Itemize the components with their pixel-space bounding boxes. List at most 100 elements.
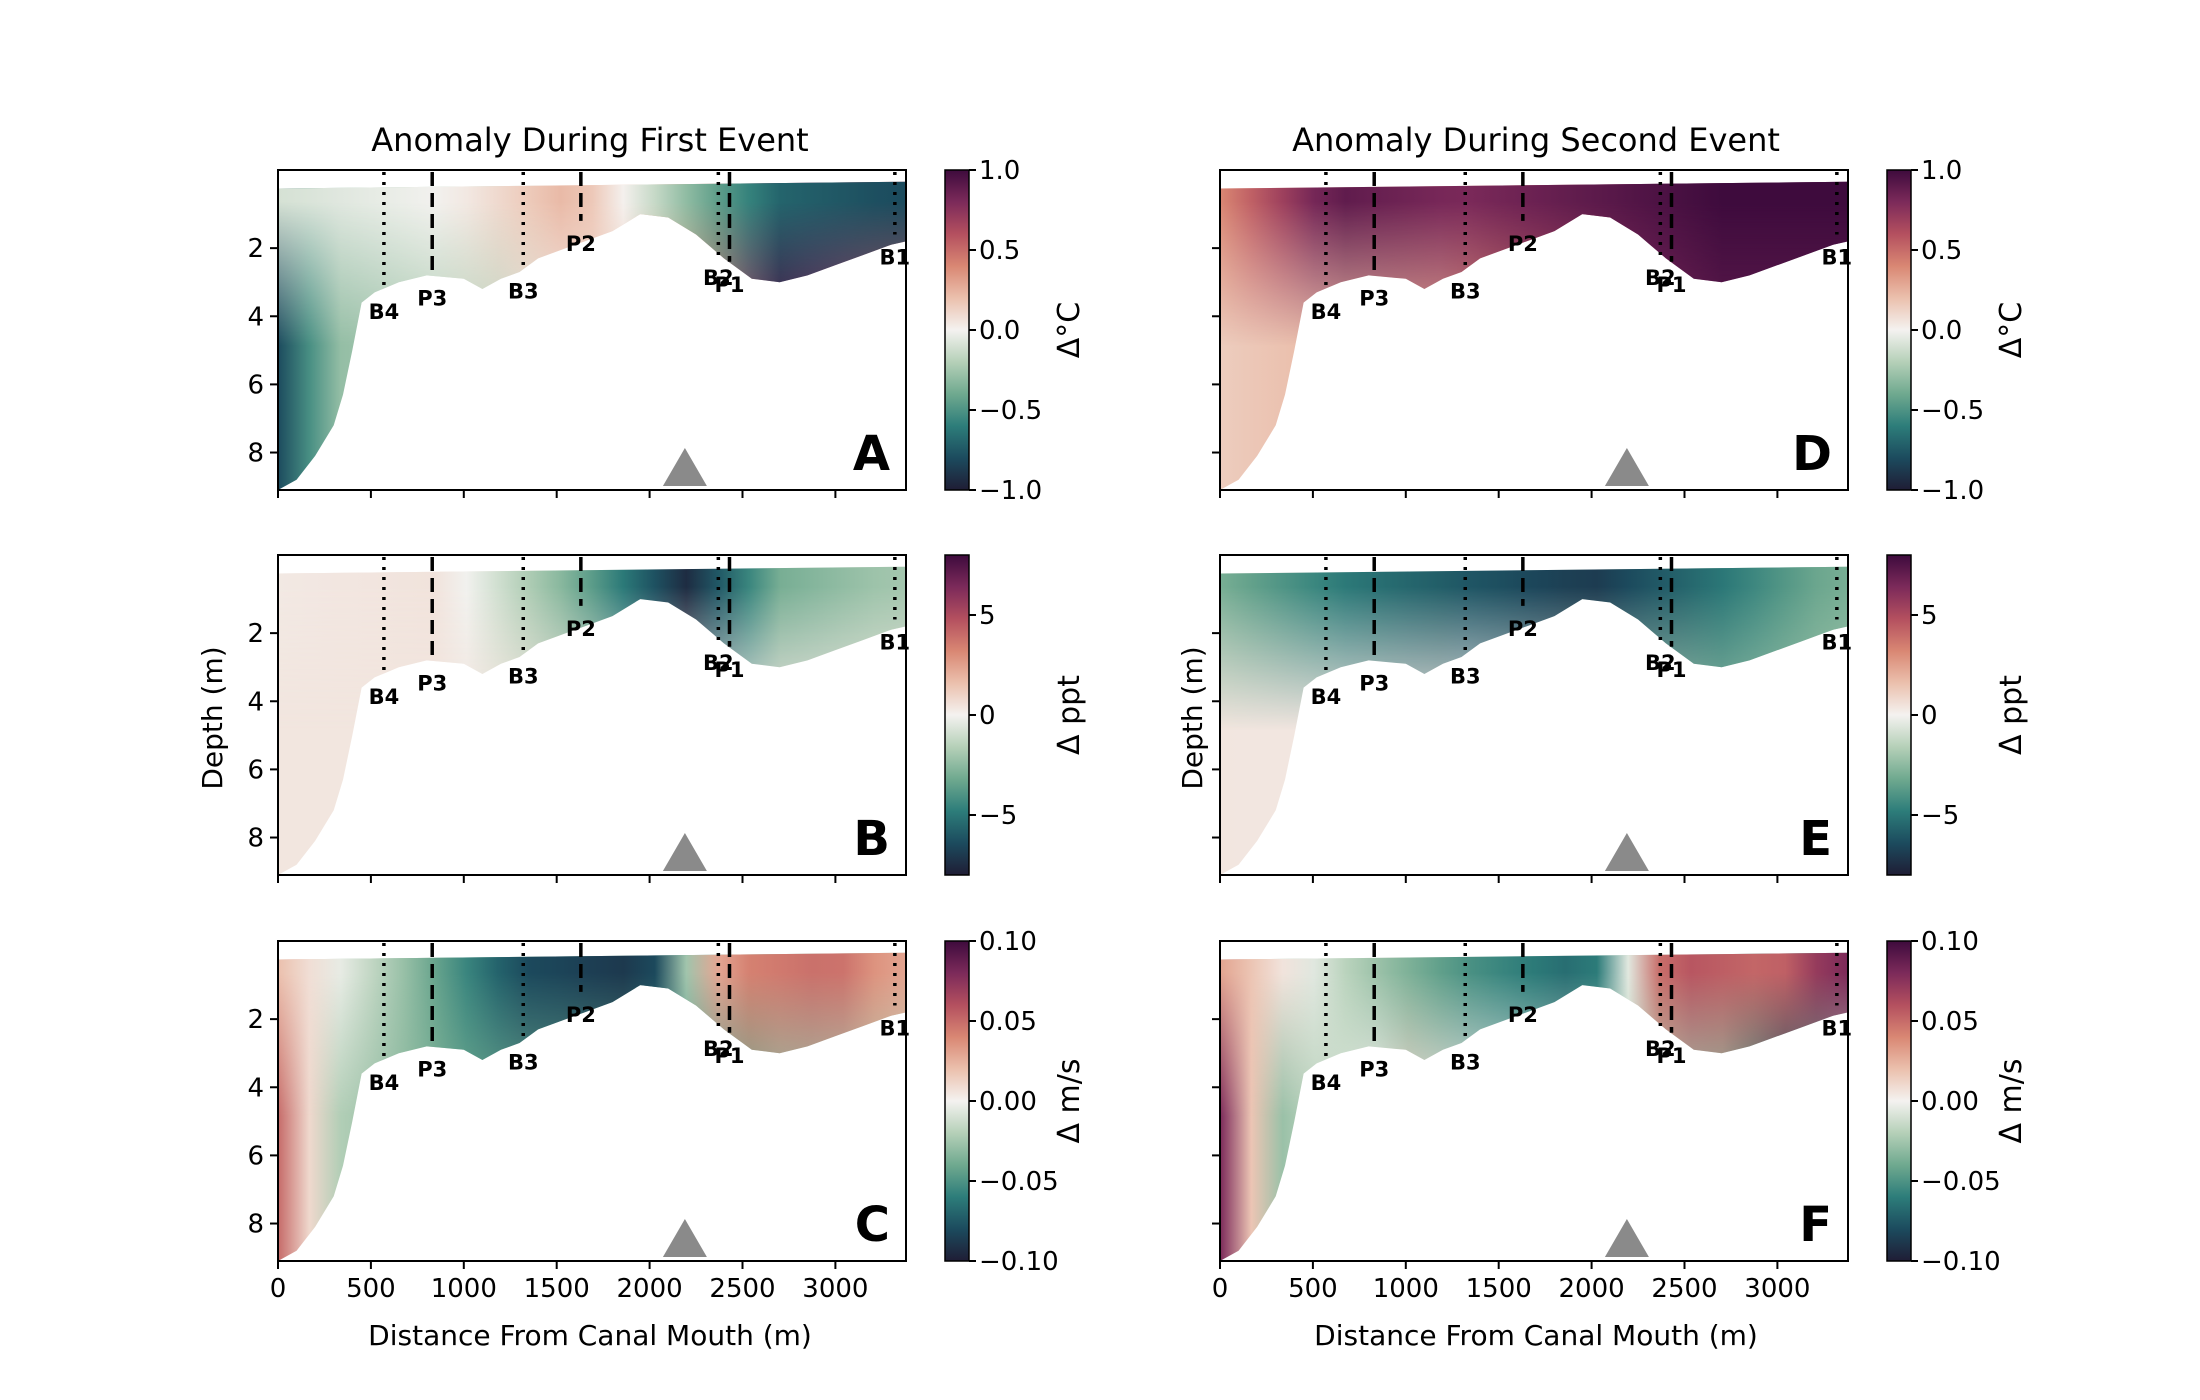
station-label-P2: P2 — [1508, 232, 1538, 256]
station-label-B2: B2 — [1645, 651, 1676, 675]
y-tick-label: 4 — [247, 687, 264, 717]
x-tick-label: 2500 — [709, 1274, 775, 1304]
station-label-P1: P1 — [714, 658, 744, 682]
title-left: Anomaly During First Event — [371, 121, 808, 159]
x-tick-label: 2000 — [617, 1274, 683, 1304]
station-label-B3: B3 — [508, 665, 539, 689]
x-tick-label: 2000 — [1559, 1274, 1625, 1304]
station-label-P3: P3 — [417, 1057, 447, 1081]
colorbar-tick-label: 0.5 — [979, 236, 1020, 266]
station-label-B4: B4 — [369, 685, 400, 709]
panel-letter-F: F — [1799, 1197, 1832, 1253]
x-tick-label: 500 — [1288, 1274, 1338, 1304]
station-label-B2: B2 — [703, 1037, 734, 1061]
station-label-B2: B2 — [1645, 1037, 1676, 1061]
title-right: Anomaly During Second Event — [1292, 121, 1780, 159]
section-surface-field — [1220, 566, 1848, 875]
axes-frame — [1219, 940, 1849, 1262]
colorbar-tick-label: −1.0 — [1921, 476, 1984, 506]
x-tick-label: 1000 — [1373, 1274, 1439, 1304]
y-axis-label-right: Depth (m) — [1176, 646, 1209, 789]
colorbar-label: Δ ppt — [1994, 675, 2029, 755]
colorbar-label: Δ°C — [1994, 302, 2029, 358]
marker-triangle — [1604, 833, 1649, 871]
colorbar-tick-label: 5 — [979, 601, 996, 631]
x-axis-label-left: Distance From Canal Mouth (m) — [368, 1319, 812, 1352]
colorbar-tick-label: −1.0 — [979, 476, 1042, 506]
y-tick-label: 6 — [247, 755, 264, 785]
colorbar-tick-label: 0.5 — [1921, 236, 1962, 266]
y-tick-label: 4 — [247, 302, 264, 332]
colorbar — [1886, 169, 1912, 491]
colorbar-tick-label: 0.10 — [979, 927, 1037, 957]
station-label-P2: P2 — [566, 1003, 596, 1027]
station-label-P2: P2 — [566, 232, 596, 256]
station-label-B4: B4 — [369, 1071, 400, 1095]
station-label-B4: B4 — [1311, 300, 1342, 324]
x-tick-label: 0 — [1212, 1274, 1229, 1304]
x-tick-label: 3000 — [1744, 1274, 1810, 1304]
colorbar-tick-label: 0.00 — [979, 1087, 1037, 1117]
x-tick-label: 3000 — [802, 1274, 868, 1304]
colorbar-label: Δ°C — [1052, 302, 1087, 358]
station-label-P1: P1 — [1656, 658, 1686, 682]
y-tick-label: 6 — [247, 1141, 264, 1171]
colorbar-tick-label: 0.00 — [1921, 1087, 1979, 1117]
marker-triangle — [1604, 448, 1649, 486]
section-surface-field — [278, 181, 906, 490]
panel-letter-A: A — [853, 426, 890, 482]
station-label-B3: B3 — [508, 280, 539, 304]
station-label-B3: B3 — [508, 1051, 539, 1075]
station-label-P3: P3 — [1359, 1057, 1389, 1081]
station-label-P3: P3 — [417, 286, 447, 310]
section-surface-field — [1220, 181, 1848, 490]
colorbar-tick-label: 1.0 — [979, 156, 1020, 186]
colorbar — [944, 554, 970, 876]
colorbar — [944, 169, 970, 491]
colorbar-tick-label: 5 — [1921, 601, 1938, 631]
station-label-P2: P2 — [1508, 1003, 1538, 1027]
x-tick-label: 1500 — [524, 1274, 590, 1304]
station-label-P1: P1 — [1656, 1044, 1686, 1068]
station-label-B3: B3 — [1450, 1051, 1481, 1075]
y-tick-label: 8 — [247, 1210, 264, 1240]
y-axis-label-left: Depth (m) — [196, 646, 229, 789]
y-tick-label: 6 — [247, 370, 264, 400]
colorbar-tick-label: 0.10 — [1921, 927, 1979, 957]
axes-frame — [277, 940, 907, 1262]
colorbar-tick-label: −0.5 — [1921, 396, 1984, 426]
x-axis-label-right: Distance From Canal Mouth (m) — [1314, 1319, 1758, 1352]
section-surface-field — [278, 952, 906, 1261]
colorbar-tick-label: −0.05 — [979, 1167, 1059, 1197]
station-label-P1: P1 — [714, 1044, 744, 1068]
section-surface-field — [278, 566, 906, 875]
colorbar-label: Δ m/s — [1994, 1058, 2029, 1143]
y-tick-label: 4 — [247, 1073, 264, 1103]
axes-frame — [1219, 169, 1849, 491]
marker-triangle — [662, 448, 707, 486]
colorbar-label: Δ ppt — [1052, 675, 1087, 755]
colorbar-tick-label: −0.10 — [979, 1247, 1059, 1277]
panel-letter-E: E — [1799, 811, 1832, 867]
marker-triangle — [662, 1219, 707, 1257]
station-label-B3: B3 — [1450, 280, 1481, 304]
colorbar-tick-label: 0.05 — [979, 1007, 1037, 1037]
station-label-B4: B4 — [1311, 1071, 1342, 1095]
colorbar-tick-label: 0.0 — [979, 316, 1020, 346]
colorbar — [944, 940, 970, 1262]
section-surface-field — [1220, 952, 1848, 1261]
y-tick-label: 2 — [247, 1005, 264, 1035]
marker-triangle — [662, 833, 707, 871]
colorbar-tick-label: −5 — [979, 801, 1017, 831]
station-label-B3: B3 — [1450, 665, 1481, 689]
colorbar — [1886, 554, 1912, 876]
colorbar-tick-label: 0 — [1921, 701, 1938, 731]
